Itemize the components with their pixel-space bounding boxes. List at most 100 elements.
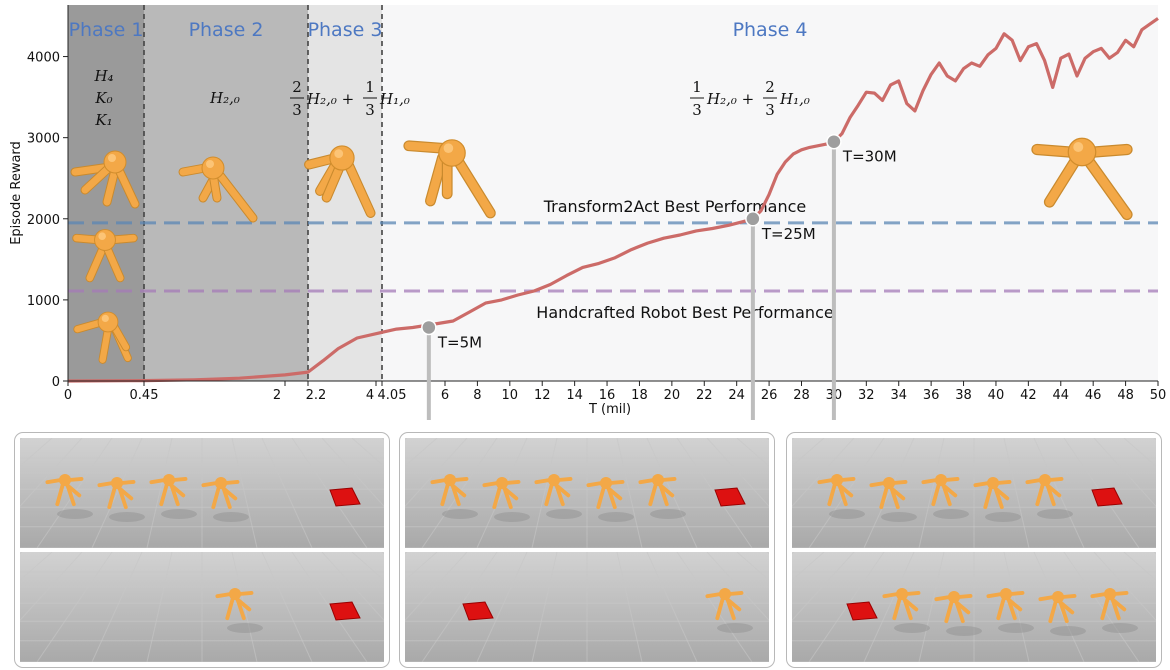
robot-shadow <box>161 509 197 519</box>
robot-limb <box>715 596 725 621</box>
robot-highlight <box>443 143 454 153</box>
robot-limb <box>86 244 107 282</box>
reference-lines: Transform2Act Best Performance Handcrafte… <box>68 197 1158 322</box>
robot-shadow <box>1102 623 1138 633</box>
floor-grid-line <box>405 552 438 581</box>
sim-view-bottom <box>792 552 1156 662</box>
checkpoint-marker <box>745 211 761 227</box>
robot-torso <box>495 476 509 490</box>
robot-shadow <box>933 509 969 519</box>
robot-limb <box>103 166 119 206</box>
floor-grid-line <box>792 438 855 507</box>
robot-shadow <box>881 512 917 522</box>
floor-grid-line <box>381 552 384 555</box>
robot-limb <box>103 244 124 282</box>
svg-text:H₄: H₄ <box>93 67 113 85</box>
robot-limb <box>931 482 941 507</box>
robot-shadow <box>57 509 93 519</box>
robot-limb <box>215 170 257 222</box>
robot-limb <box>934 595 952 602</box>
x-tick-label: 0.45 <box>130 388 159 403</box>
robot-torso <box>1051 590 1065 604</box>
floor-grid-line <box>808 552 885 662</box>
robot-limb <box>1090 592 1108 599</box>
floor-grid-line <box>766 552 769 555</box>
sim-robot <box>638 473 677 507</box>
floor-grid-line <box>918 552 945 662</box>
robot-limb <box>586 481 604 488</box>
sim-robot <box>973 476 1012 510</box>
floor-grid-line <box>918 438 945 548</box>
floor-grid-line <box>405 438 468 507</box>
y-tick-label: 4000 <box>27 51 60 66</box>
target-square <box>714 487 746 507</box>
x-tick-label: 4 <box>366 388 374 403</box>
formula-phase3: 2 3 H₂,₀ + 1 3 H₁,₀ <box>290 78 410 119</box>
robot-limb <box>55 482 65 507</box>
floor-grid-line <box>676 438 753 548</box>
floor-grid-line <box>736 438 769 467</box>
robot-limb <box>827 482 837 507</box>
x-tick-label: 0 <box>64 388 72 403</box>
reference-line-label: Handcrafted Robot Best Performance <box>536 303 833 322</box>
robot-limb <box>944 599 954 624</box>
x-tick-label: 42 <box>1020 388 1037 403</box>
sim-robot <box>817 473 856 507</box>
floor-grid-line <box>91 438 143 548</box>
robot-torso <box>97 311 119 333</box>
robot-shadow <box>598 512 634 522</box>
robot-limb <box>97 481 115 488</box>
robot-limb <box>119 479 136 485</box>
floor-grid-line <box>792 438 795 441</box>
floor-grid-line <box>91 552 143 662</box>
robot-limb <box>115 166 139 208</box>
x-tick-label: 46 <box>1085 388 1102 403</box>
robot-shadow <box>717 623 753 633</box>
robot-torso <box>443 473 457 487</box>
floor-grid-line <box>321 438 384 507</box>
robot-shadow <box>546 509 582 519</box>
robot-shadow <box>829 509 865 519</box>
robot-limb <box>67 476 84 482</box>
floor-grid-line <box>792 552 855 621</box>
x-tick-label: 8 <box>473 388 481 403</box>
robot-torso <box>58 473 72 487</box>
reward-curve <box>67 17 1159 383</box>
target-square <box>1091 487 1123 507</box>
robot-icon <box>1031 137 1133 221</box>
floor-grid-line <box>146 552 173 662</box>
robot-highlight <box>98 232 106 240</box>
robot-limb <box>99 326 112 363</box>
floor-grid-line <box>863 552 915 662</box>
x-tick-label: 48 <box>1117 388 1134 403</box>
svg-text:K₁: K₁ <box>94 111 112 129</box>
checkpoint-label: T=30M <box>842 148 897 166</box>
floor-grid-line <box>421 552 498 662</box>
robot-shadow <box>494 512 530 522</box>
robot-limb <box>534 478 552 485</box>
robot-limb <box>107 485 117 510</box>
floor-grid-line <box>1003 438 1030 548</box>
robot-shadow <box>1050 626 1086 636</box>
robot-torso <box>651 473 665 487</box>
robot-highlight <box>101 314 109 322</box>
robot-limb <box>956 593 973 599</box>
y-tick-label: 2000 <box>27 213 60 228</box>
x-tick-label: 44 <box>1052 388 1069 403</box>
robot-morphologies <box>70 137 1133 364</box>
x-tick-label: 22 <box>696 388 713 403</box>
x-tick-label: 24 <box>728 388 745 403</box>
sim-view-bottom <box>405 552 769 662</box>
robot-shadow <box>894 623 930 633</box>
svg-text:1: 1 <box>692 78 702 96</box>
floor-grid-line <box>766 438 769 441</box>
robot-limb <box>1048 599 1058 624</box>
robot-limb <box>215 592 233 599</box>
robot-limb <box>1047 476 1064 482</box>
robot-highlight <box>108 154 116 162</box>
svg-text:K₀: K₀ <box>94 89 112 107</box>
robot-limb <box>839 476 856 482</box>
sim-robot <box>215 587 254 621</box>
phase-label: Phase 3 <box>308 19 383 41</box>
reward-chart: Phase 1 Phase 2 Phase 3 Phase 4 Transform2A… <box>9 5 1166 420</box>
